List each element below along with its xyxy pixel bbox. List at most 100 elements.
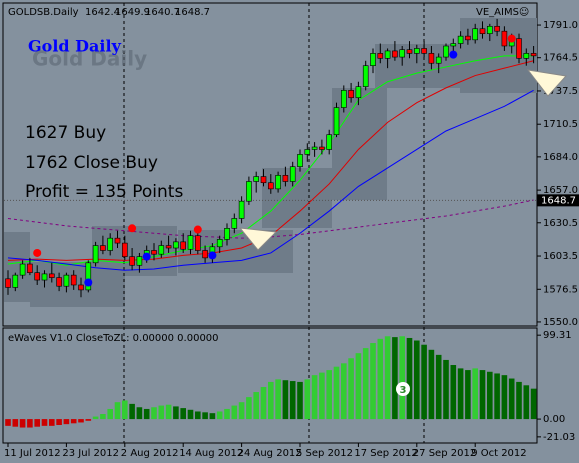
histogram-bar (224, 408, 230, 420)
histogram-bar (326, 370, 332, 420)
candle-body (428, 53, 435, 64)
candle-body (48, 273, 55, 278)
zone (332, 88, 387, 200)
indicator-name: VE_AIMS☺ (476, 7, 529, 18)
annotation: 1627 Buy (25, 123, 106, 143)
candle-body (114, 237, 121, 244)
candle-body (34, 272, 41, 281)
annotation: 1762 Close Buy (25, 153, 158, 173)
candle-body (27, 263, 33, 273)
histogram-bar (187, 409, 194, 420)
candle-body (450, 43, 457, 47)
y-tick-label: 1576.5 (543, 284, 578, 295)
histogram-bar (5, 419, 11, 426)
histogram-bar (151, 407, 157, 420)
moving-average (7, 199, 534, 239)
histogram-bar (158, 405, 165, 420)
histogram-bar (472, 368, 478, 420)
histogram-bar (92, 416, 99, 420)
histogram-bar (195, 411, 201, 420)
candle-body (311, 146, 318, 150)
histogram-bar (275, 379, 281, 420)
candle-body (173, 241, 179, 249)
candle-body (267, 182, 274, 190)
histogram-bar (319, 372, 325, 420)
histogram-bar (508, 378, 515, 420)
candle-body (465, 35, 471, 41)
candle-body (253, 176, 259, 182)
histogram-bar (209, 413, 216, 420)
wave-badge (396, 382, 410, 396)
histogram-bar (34, 419, 40, 427)
histogram-bar (311, 375, 318, 420)
histogram-bar (428, 349, 435, 420)
candle-body (5, 278, 11, 288)
histogram-bar (297, 381, 303, 420)
histogram-bar (435, 354, 442, 420)
candle-body (333, 107, 340, 135)
candle-body (319, 146, 325, 150)
y-tick-label: 1684.0 (543, 152, 578, 163)
candle-body (479, 28, 486, 34)
histogram-bar (180, 408, 186, 420)
ohlc: 1648.7 (175, 7, 210, 18)
histogram-bar (136, 407, 143, 420)
ohlc: 1649.9 (115, 7, 150, 18)
histogram-bar (304, 379, 311, 420)
candle-body (457, 35, 464, 44)
histogram-bar (114, 402, 121, 420)
symbol: GOLDSB.Daily (8, 7, 79, 18)
histogram-bar (457, 368, 464, 420)
candle-body (122, 242, 128, 257)
price-marker (537, 194, 579, 207)
histogram-bar (41, 419, 48, 426)
y-tick-label: 0.00 (543, 414, 565, 425)
y-tick-label: 1710.5 (543, 119, 578, 130)
oscillator-name: eWaves V1.0 CloseToZL: 0.00000 0.00000 (8, 333, 219, 344)
candle-body (494, 25, 500, 32)
histogram-bar (530, 388, 537, 420)
candle-body (377, 53, 384, 59)
candle-body (362, 65, 369, 87)
histogram-bar (494, 373, 500, 420)
histogram-bar (341, 363, 347, 420)
candle-body (355, 86, 362, 99)
candle-body (501, 30, 508, 47)
histogram-bar (421, 344, 427, 420)
candle-body (129, 256, 135, 266)
x-tick-label: 23 Jul 2012 (62, 448, 119, 459)
x-tick-label: 14 Aug 2012 (179, 448, 243, 459)
candle-body (85, 262, 92, 291)
candle-body (399, 49, 406, 58)
histogram-bar (392, 337, 398, 420)
candle-body (304, 149, 311, 155)
y-tick-label: 99.31 (543, 330, 572, 341)
signal (208, 251, 217, 260)
histogram-bar (523, 385, 530, 420)
histogram-bar (450, 365, 457, 420)
candle-body (231, 218, 238, 229)
signal (449, 50, 458, 59)
candle-body (224, 228, 230, 240)
histogram-bar (370, 343, 376, 420)
candle-body (260, 176, 267, 184)
signal (142, 252, 151, 261)
x-tick-label: 24 Aug 2012 (238, 448, 302, 459)
ohlc: 1642.4 (85, 7, 120, 18)
histogram-bar (377, 338, 384, 420)
zone (262, 168, 332, 228)
y-tick-label: -21.03 (543, 432, 575, 443)
y-tick-label: 1791.0 (543, 20, 578, 31)
x-tick-label: 5 Sep 2012 (296, 448, 353, 459)
candle-body (202, 250, 208, 259)
histogram-bar (282, 380, 289, 420)
histogram-bar (56, 419, 62, 426)
y-tick-label: 1603.5 (543, 251, 578, 262)
candle-body (78, 284, 84, 291)
candle-body (348, 90, 354, 99)
candle-body (443, 45, 449, 58)
candle-body (19, 263, 26, 276)
x-tick-label: 2 Aug 2012 (121, 448, 179, 459)
candle-body (151, 250, 157, 255)
